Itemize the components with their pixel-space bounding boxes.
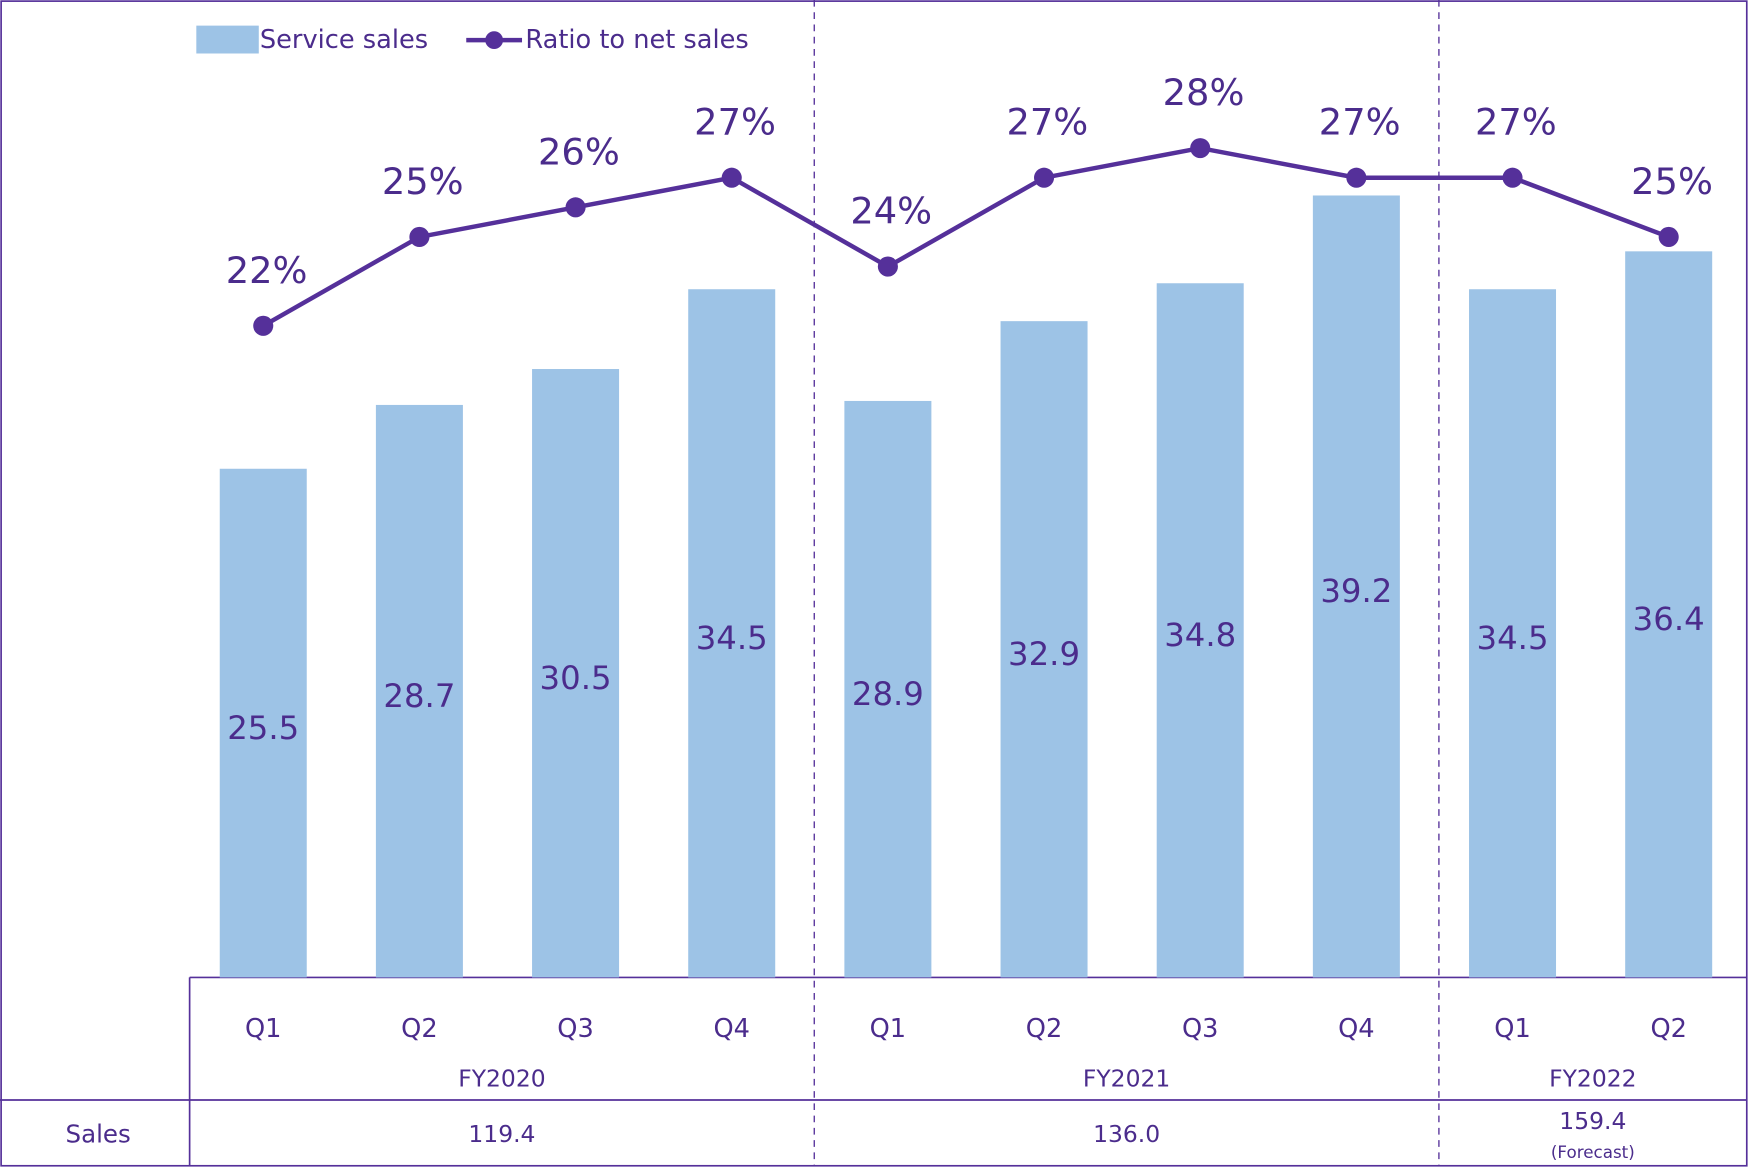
bar [532, 369, 620, 978]
x-tick-label: Q4 [1338, 1014, 1374, 1044]
legend-swatch [196, 25, 259, 54]
ratio-point [565, 197, 586, 218]
legend-label: Service sales [260, 25, 428, 55]
bar-value-label: 30.5 [540, 659, 612, 697]
x-tick-label: Q2 [1650, 1014, 1686, 1044]
bar-value-label: 28.7 [383, 677, 455, 715]
sales-value: 136.0 [1093, 1120, 1160, 1148]
x-tick-label: Q1 [245, 1014, 281, 1044]
ratio-label: 25% [382, 160, 464, 203]
legend-dot [485, 31, 504, 50]
ratio-point [1658, 226, 1679, 247]
ratio-label: 25% [1631, 160, 1713, 203]
ratio-point [409, 226, 430, 247]
group-label: FY2021 [1083, 1064, 1170, 1092]
x-tick-label: Q3 [557, 1014, 593, 1044]
ratio-label: 28% [1163, 71, 1245, 114]
x-tick-label: Q4 [713, 1014, 749, 1044]
bar-value-label: 36.4 [1633, 600, 1705, 638]
bar-value-label: 25.5 [227, 709, 299, 747]
bar-value-label: 34.5 [1477, 619, 1549, 657]
x-tick-label: Q1 [870, 1014, 906, 1044]
bar [1156, 283, 1244, 978]
bar [1000, 321, 1088, 978]
bar [219, 468, 307, 978]
bar-value-label: 39.2 [1320, 572, 1392, 610]
x-tick-label: Q1 [1494, 1014, 1530, 1044]
x-tick-label: Q2 [401, 1014, 437, 1044]
bar-value-label: 34.5 [696, 619, 768, 657]
ratio-point [721, 167, 742, 188]
legend-label: Ratio to net sales [525, 25, 748, 55]
sales-value: 119.4 [468, 1120, 535, 1148]
ratio-label: 27% [694, 101, 776, 144]
bar [375, 404, 463, 978]
sales-value: 159.4 [1559, 1107, 1626, 1135]
ratio-label: 27% [1475, 101, 1557, 144]
bar [1625, 251, 1713, 978]
bar [1469, 289, 1557, 978]
ratio-point [1346, 167, 1367, 188]
ratio-label: 26% [538, 130, 620, 173]
ratio-point [1034, 167, 1055, 188]
group-label: FY2022 [1549, 1064, 1636, 1092]
ratio-label: 27% [1006, 101, 1088, 144]
x-tick-label: Q2 [1026, 1014, 1062, 1044]
bar-value-label: 32.9 [1008, 635, 1080, 673]
bar [1312, 195, 1400, 978]
bar-value-label: 28.9 [852, 675, 924, 713]
ratio-label: 27% [1319, 101, 1401, 144]
ratio-point [1190, 138, 1211, 159]
x-tick-label: Q3 [1182, 1014, 1218, 1044]
ratio-point [877, 256, 898, 277]
ratio-line [262, 145, 1670, 328]
group-label: FY2020 [458, 1064, 545, 1092]
ratio-label: 24% [850, 190, 932, 233]
bar [844, 400, 932, 978]
ratio-point [1502, 167, 1523, 188]
ratio-point [253, 315, 274, 336]
sales-annotation: (Forecast) [1551, 1142, 1635, 1162]
bar-value-label: 34.8 [1164, 616, 1236, 654]
ratio-label: 22% [226, 249, 308, 292]
row-label: Sales [66, 1120, 131, 1149]
bar [688, 289, 776, 978]
